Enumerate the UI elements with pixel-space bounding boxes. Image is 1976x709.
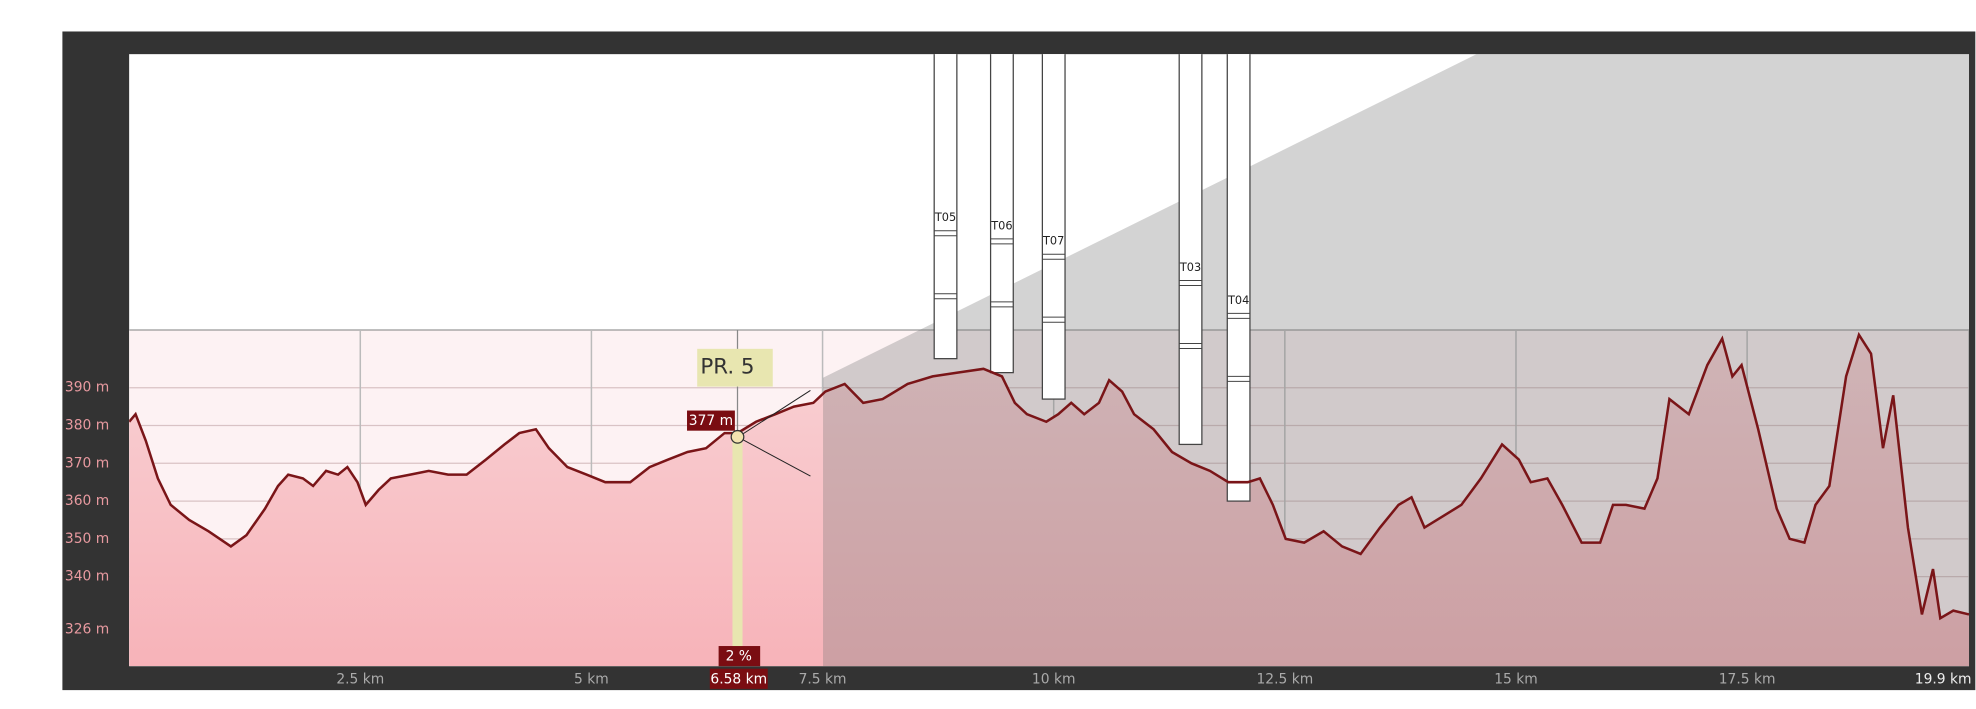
shadow-region	[823, 54, 1970, 667]
x-box	[709, 668, 768, 689]
y-tick-label: 350 m	[65, 531, 109, 547]
x-tick-label: 17.5 km	[1719, 671, 1776, 687]
turbine-label: T07	[1042, 234, 1064, 248]
x-tick-label: 7.5 km	[799, 671, 847, 687]
x-tick-label: 2.5 km	[336, 671, 384, 687]
turbine-label: T04	[1227, 293, 1249, 307]
plot: T05 T06 T07 T03 T04	[129, 54, 1970, 667]
area-fill	[129, 334, 1970, 667]
turbine-tower	[1178, 54, 1203, 446]
y-tick-label: 370 m	[65, 455, 109, 471]
turbine: T06	[989, 54, 1014, 374]
x-tick-label: 15 km	[1494, 671, 1538, 687]
y-tick-label: 326 m	[65, 622, 109, 638]
y-tick-label: 340 m	[65, 569, 109, 585]
cursor-slope: 2 %	[726, 649, 752, 665]
y-tick-label: 380 m	[65, 418, 109, 434]
y-tick-label: 390 m	[65, 380, 109, 396]
cursor-x: 6.58 km	[710, 671, 767, 687]
y-tick-label: 360 m	[65, 493, 109, 509]
overlay: PR. 5 377 m 2 % 6.58 km 326 m 340 m 350 m 360 m…	[65, 348, 1972, 689]
turbine: T03	[1178, 54, 1203, 446]
turbine-tower	[1041, 54, 1066, 400]
turbine-tower	[989, 54, 1014, 374]
turbine-label: T03	[1179, 260, 1201, 274]
turbine-label: T05	[934, 210, 956, 224]
x-tick-label: 12.5 km	[1256, 671, 1313, 687]
turbine-tower	[933, 54, 958, 360]
profile-line	[129, 331, 1970, 621]
x-tick-label: 10 km	[1032, 671, 1076, 687]
slope-box	[718, 646, 761, 667]
cursor-bar	[732, 436, 743, 667]
cursor-point	[730, 429, 745, 444]
x-tick-label: 19.9 km	[1915, 671, 1972, 687]
value-box	[687, 410, 735, 431]
cursor-name-box	[697, 348, 773, 387]
slope-line	[732, 389, 811, 442]
turbine-tower	[1226, 54, 1251, 502]
turbine: T05	[933, 54, 958, 360]
x-tick-label: 5 km	[574, 671, 609, 687]
turbine-label: T06	[990, 218, 1012, 232]
turbine: T07	[1041, 54, 1066, 400]
turbine: T04	[1226, 54, 1251, 502]
cursor-value: 377 m	[689, 413, 733, 429]
slope-line	[737, 436, 811, 477]
cursor-name: PR. 5	[700, 355, 754, 380]
